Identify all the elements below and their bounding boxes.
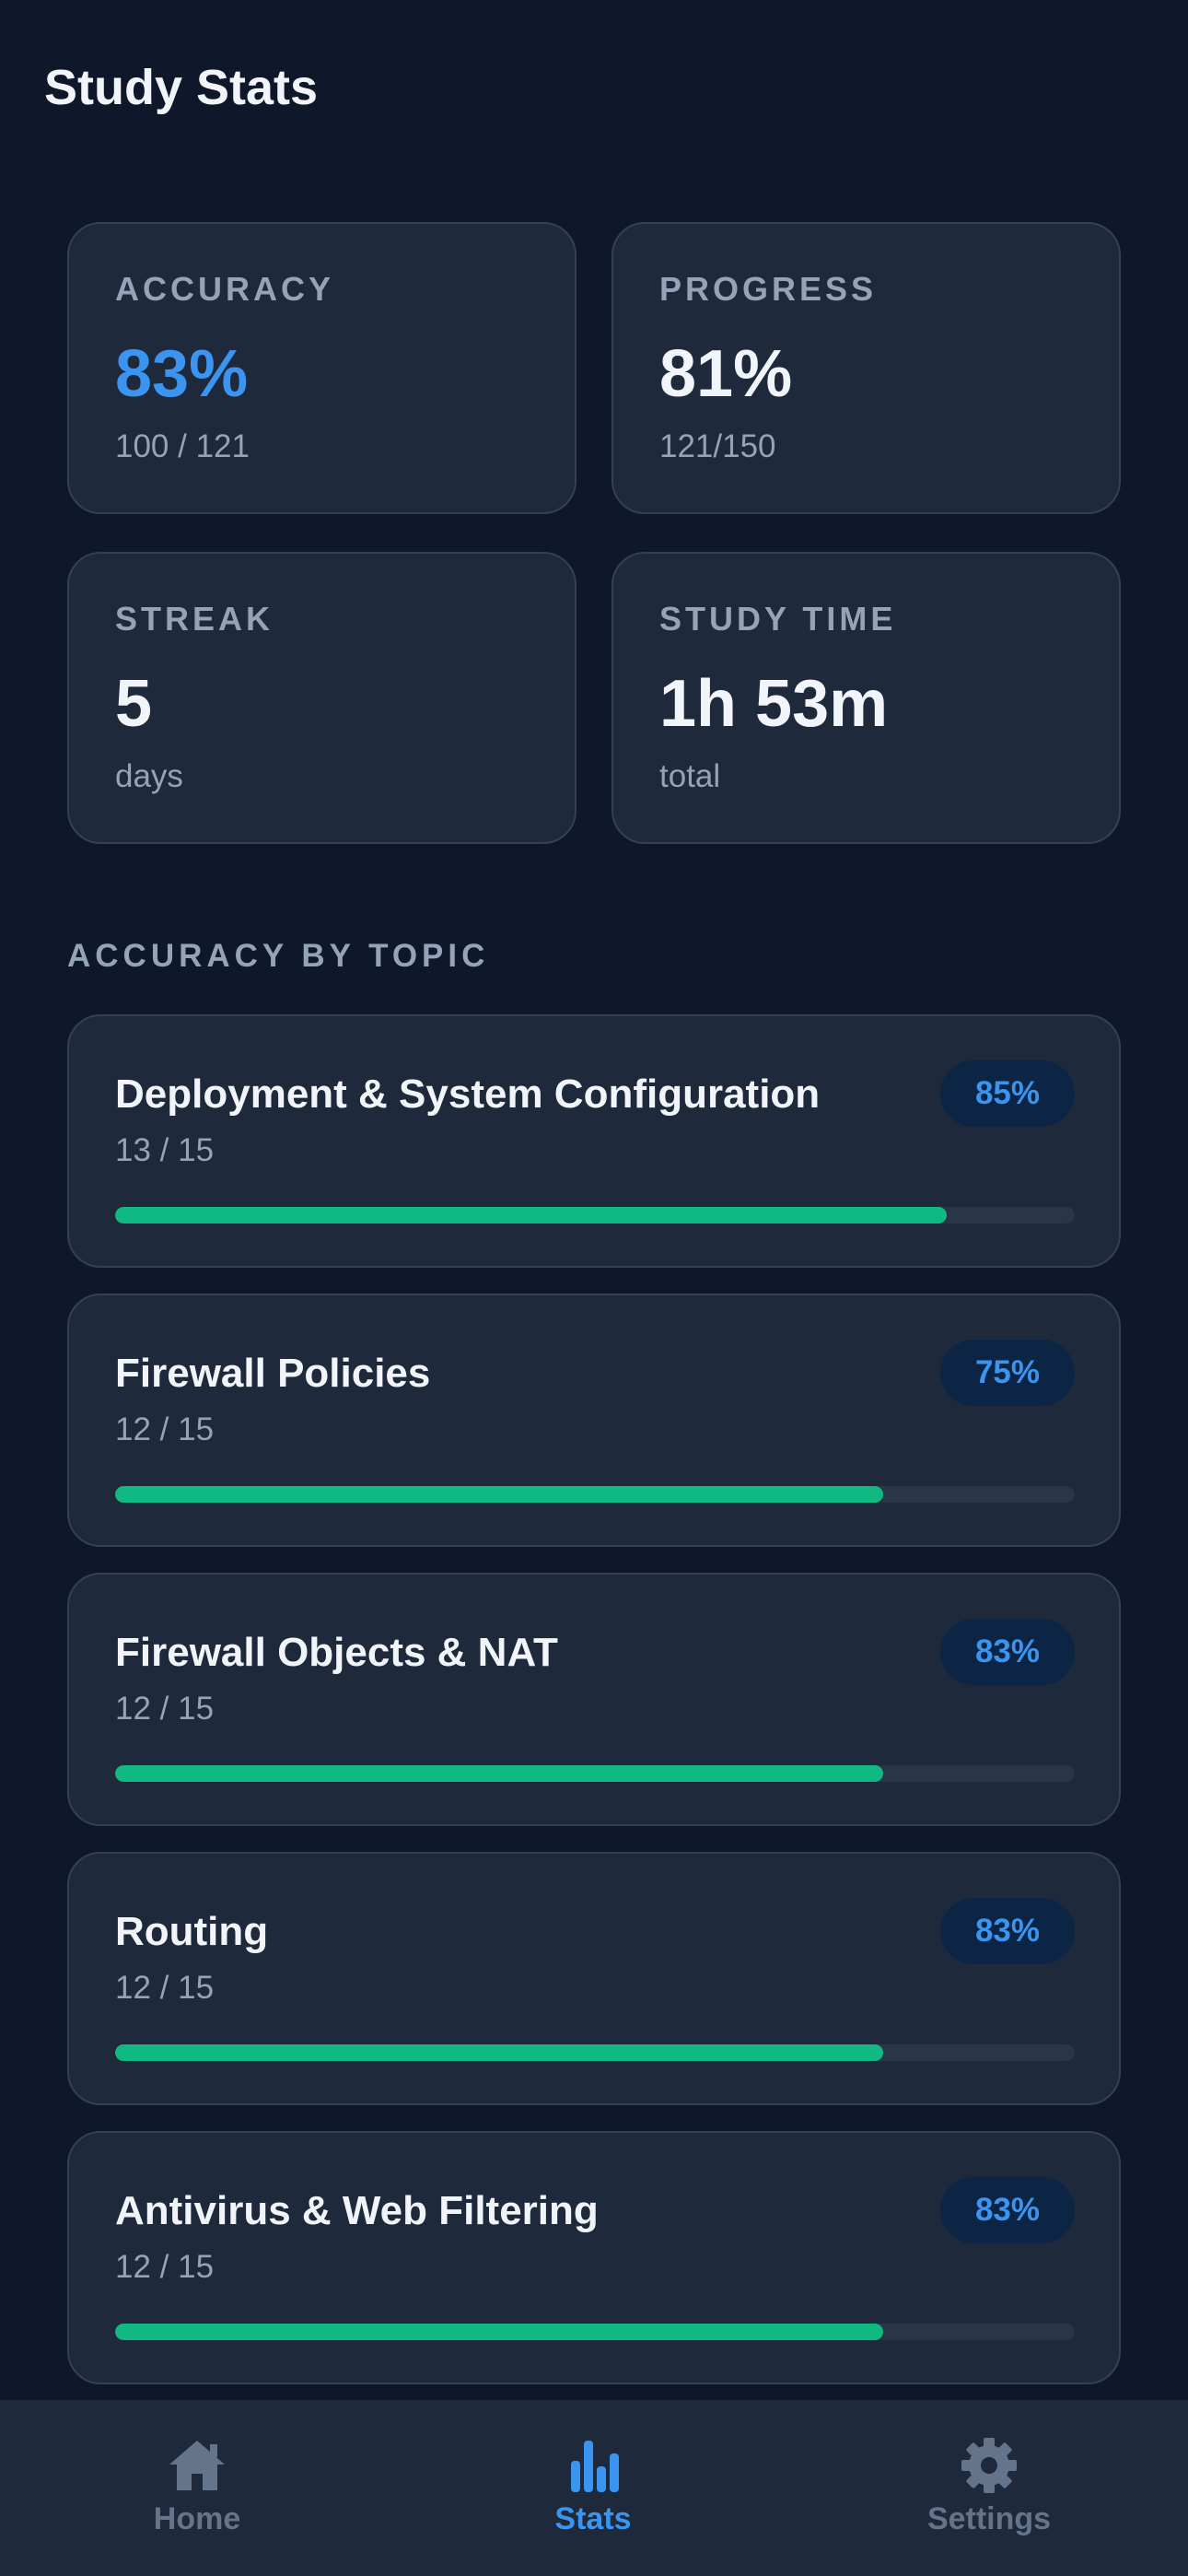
topic-badge: 83% xyxy=(939,1898,1075,1964)
stat-sub: 121/150 xyxy=(659,428,776,464)
progress-fill xyxy=(115,1765,883,1782)
nav-label: Stats xyxy=(554,2501,632,2536)
nav-icon xyxy=(169,2441,225,2490)
stat-card: ACCURACY 83% 100 / 121 xyxy=(67,222,577,514)
topic-name: Deployment & System Configuration xyxy=(115,1071,821,1117)
stat-label: ACCURACY xyxy=(115,270,334,308)
topic-card: Routing 12 / 15 83% xyxy=(67,1852,1121,2105)
page-title: Study Stats xyxy=(44,60,319,115)
topic-badge: 85% xyxy=(939,1060,1075,1127)
nav-label: Home xyxy=(153,2501,241,2536)
stat-value: 83% xyxy=(115,337,249,411)
progress-track xyxy=(115,1207,1075,1224)
progress-track xyxy=(115,1486,1075,1503)
progress-fill xyxy=(115,1207,948,1224)
progress-track xyxy=(115,1765,1075,1782)
topic-score: 12 / 15 xyxy=(115,1970,215,2006)
stat-sub: days xyxy=(115,758,183,794)
stat-value: 81% xyxy=(659,337,793,411)
topic-name: Antivirus & Web Filtering xyxy=(115,2188,599,2233)
stat-card: PROGRESS 81% 121/150 xyxy=(611,222,1121,514)
topic-badge: 83% xyxy=(939,2177,1075,2243)
nav-label: Settings xyxy=(926,2501,1052,2536)
stat-value: 5 xyxy=(115,667,153,741)
nav-icon xyxy=(961,2438,1017,2493)
nav-tab[interactable]: Settings xyxy=(851,2437,1127,2537)
progress-track xyxy=(115,2044,1075,2061)
topic-card: Deployment & System Configuration 13 / 15… xyxy=(67,1014,1121,1268)
topic-badge: 83% xyxy=(939,1619,1075,1685)
topic-badge: 75% xyxy=(939,1340,1075,1406)
topic-card: Firewall Policies 12 / 15 75% xyxy=(67,1294,1121,1547)
section-title: ACCURACY BY TOPIC xyxy=(67,938,490,974)
stat-card: STUDY TIME 1h 53m total xyxy=(611,552,1121,844)
bottom-nav: Home Stats Settings xyxy=(0,2400,1188,2576)
topic-score: 12 / 15 xyxy=(115,2249,215,2285)
topic-name: Firewall Objects & NAT xyxy=(115,1630,558,1675)
topic-score: 12 / 15 xyxy=(115,1411,215,1447)
nav-tab[interactable]: Stats xyxy=(455,2437,731,2537)
stat-label: STUDY TIME xyxy=(659,600,897,638)
stat-sub: 100 / 121 xyxy=(115,428,250,464)
stat-card: STREAK 5 days xyxy=(67,552,577,844)
topic-card: Antivirus & Web Filtering 12 / 15 83% xyxy=(67,2131,1121,2384)
topic-score: 13 / 15 xyxy=(115,1132,215,1168)
topic-name: Routing xyxy=(115,1909,269,1954)
stat-label: STREAK xyxy=(115,600,274,638)
topic-name: Firewall Policies xyxy=(115,1351,431,1396)
topic-card: Firewall Objects & NAT 12 / 15 83% xyxy=(67,1573,1121,1826)
stat-label: PROGRESS xyxy=(659,270,878,308)
topic-score: 12 / 15 xyxy=(115,1691,215,1727)
progress-track xyxy=(115,2324,1075,2340)
progress-fill xyxy=(115,2044,883,2061)
stat-value: 1h 53m xyxy=(659,667,889,741)
nav-tab[interactable]: Home xyxy=(59,2437,335,2537)
stat-sub: total xyxy=(659,758,721,794)
progress-fill xyxy=(115,2324,883,2340)
nav-icon xyxy=(571,2441,619,2492)
progress-fill xyxy=(115,1486,883,1503)
